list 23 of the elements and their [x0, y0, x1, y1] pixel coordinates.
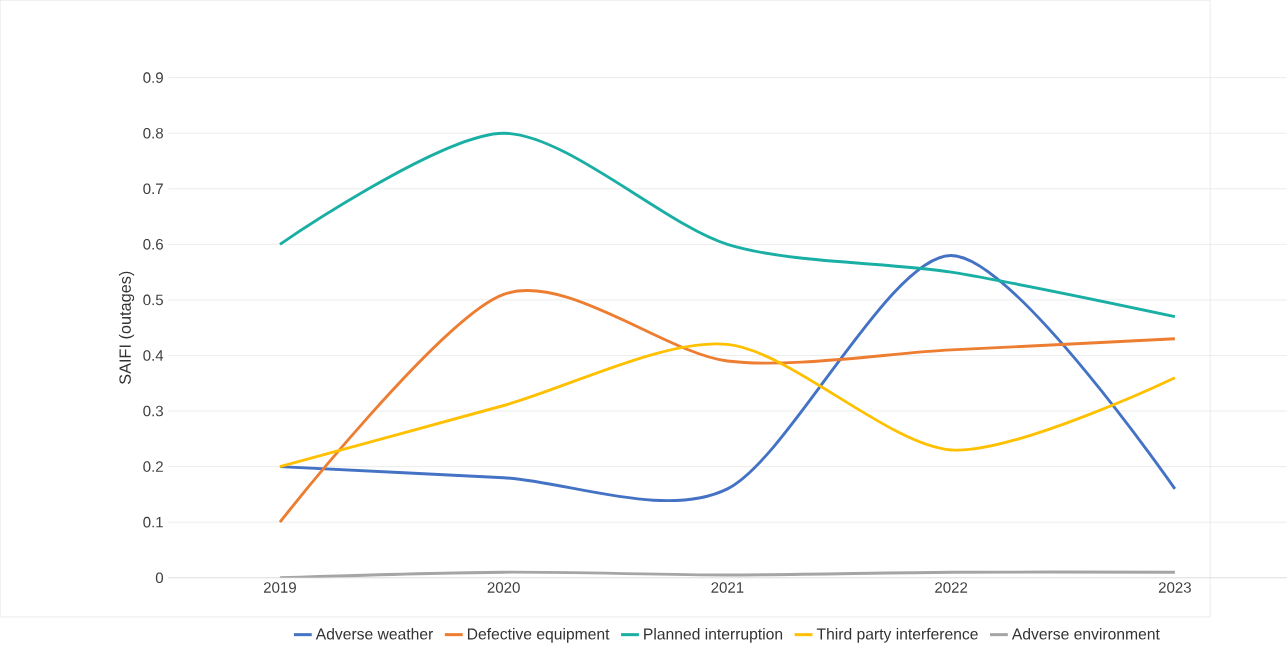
y-tick-label: 0.3: [143, 405, 163, 417]
line-series: [278, 342, 1177, 468]
y-tick-label: 0.4: [143, 350, 164, 361]
legend-label: Adverse weather: [315, 627, 434, 640]
y-tick-label: 0.8: [143, 127, 163, 139]
y-tick-label: 0.9: [143, 72, 163, 83]
x-tick-label: 2020: [487, 582, 520, 593]
x-tick-label: 2023: [1158, 582, 1191, 593]
x-tick-label: 2022: [935, 582, 968, 593]
y-tick-label: 0.5: [143, 294, 163, 306]
y-tick-label: 0.2: [143, 461, 163, 472]
line-series: [278, 131, 1177, 318]
x-tick-label: 2019: [263, 582, 296, 593]
y-axis-title: SAIFI (outages): [118, 271, 135, 384]
y-tick-label: 0: [155, 572, 164, 583]
legend-label: Planned interruption: [644, 627, 783, 643]
y-tick-label: 0.1: [143, 516, 163, 528]
y-tick-label: 0.7: [143, 183, 163, 194]
x-tick-label: 2021: [711, 582, 744, 593]
legend-label: Defective equipment: [467, 627, 610, 643]
legend-label: Adverse environment: [1011, 627, 1160, 640]
y-tick-label: 0.6: [143, 238, 163, 250]
legend-label: Third party interference: [816, 627, 978, 643]
